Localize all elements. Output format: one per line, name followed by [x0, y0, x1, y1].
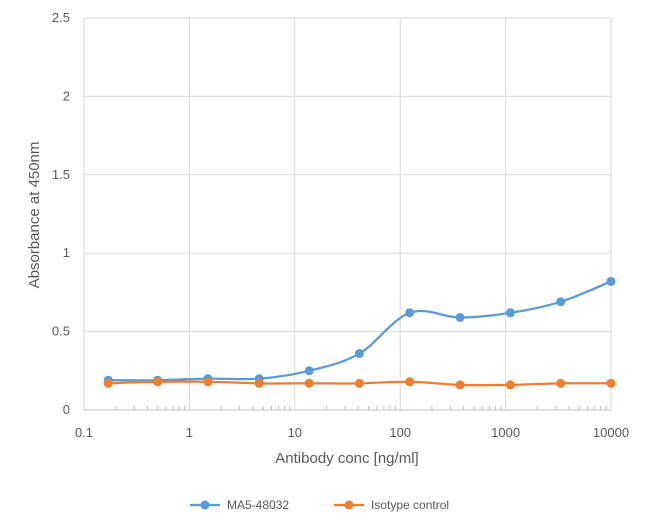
- x-tick-label: 0.1: [75, 425, 93, 440]
- x-tick-label: 10: [288, 425, 302, 440]
- data-point: [556, 378, 566, 388]
- grid: [83, 17, 612, 411]
- series-2: [103, 377, 616, 390]
- x-axis-minor-ticks: [115, 406, 607, 410]
- data-point: [505, 380, 515, 390]
- data-point: [455, 380, 465, 390]
- y-tick-label: 0: [63, 402, 70, 417]
- data-point: [254, 378, 264, 388]
- data-point: [304, 378, 314, 388]
- data-point: [606, 378, 616, 388]
- data-point: [556, 297, 566, 307]
- y-tick-label: 1: [63, 245, 70, 260]
- y-axis-title: Absorbance at 450nm: [26, 142, 43, 289]
- data-point: [405, 377, 415, 387]
- series-lines: [103, 276, 616, 390]
- data-point: [505, 308, 515, 318]
- data-point: [153, 377, 163, 387]
- data-point: [354, 349, 364, 359]
- y-tick-label: 1.5: [52, 167, 70, 182]
- data-point: [405, 308, 415, 318]
- data-point: [606, 276, 616, 286]
- series-1: [103, 276, 616, 385]
- x-tick-label: 10000: [593, 425, 629, 440]
- x-tick-label: 1000: [491, 425, 520, 440]
- data-point: [354, 378, 364, 388]
- y-axis-tick-labels: 0 0.5 1 1.5 2 2.5: [52, 10, 70, 417]
- series-line: [108, 280, 612, 382]
- data-point: [304, 366, 314, 376]
- legend-marker: [200, 500, 210, 510]
- y-tick-label: 2.5: [52, 10, 70, 25]
- legend-item-2: Isotype control: [334, 498, 449, 512]
- data-point: [103, 378, 113, 388]
- y-tick-label: 0.5: [52, 324, 70, 339]
- legend-marker: [344, 500, 354, 510]
- x-axis-tick-labels: 0.1 1 10 100 1000 10000: [75, 425, 629, 440]
- y-tick-label: 2: [63, 88, 70, 103]
- legend-label: Isotype control: [371, 498, 449, 512]
- legend-label: MA5-48032: [227, 498, 289, 512]
- legend: MA5-48032 Isotype control: [190, 498, 449, 512]
- x-tick-label: 1: [186, 425, 193, 440]
- data-point: [203, 377, 213, 387]
- data-point: [455, 312, 465, 322]
- x-tick-label: 100: [389, 425, 411, 440]
- legend-item-1: MA5-48032: [190, 498, 289, 512]
- x-axis-title: Antibody conc [ng/ml]: [275, 450, 418, 467]
